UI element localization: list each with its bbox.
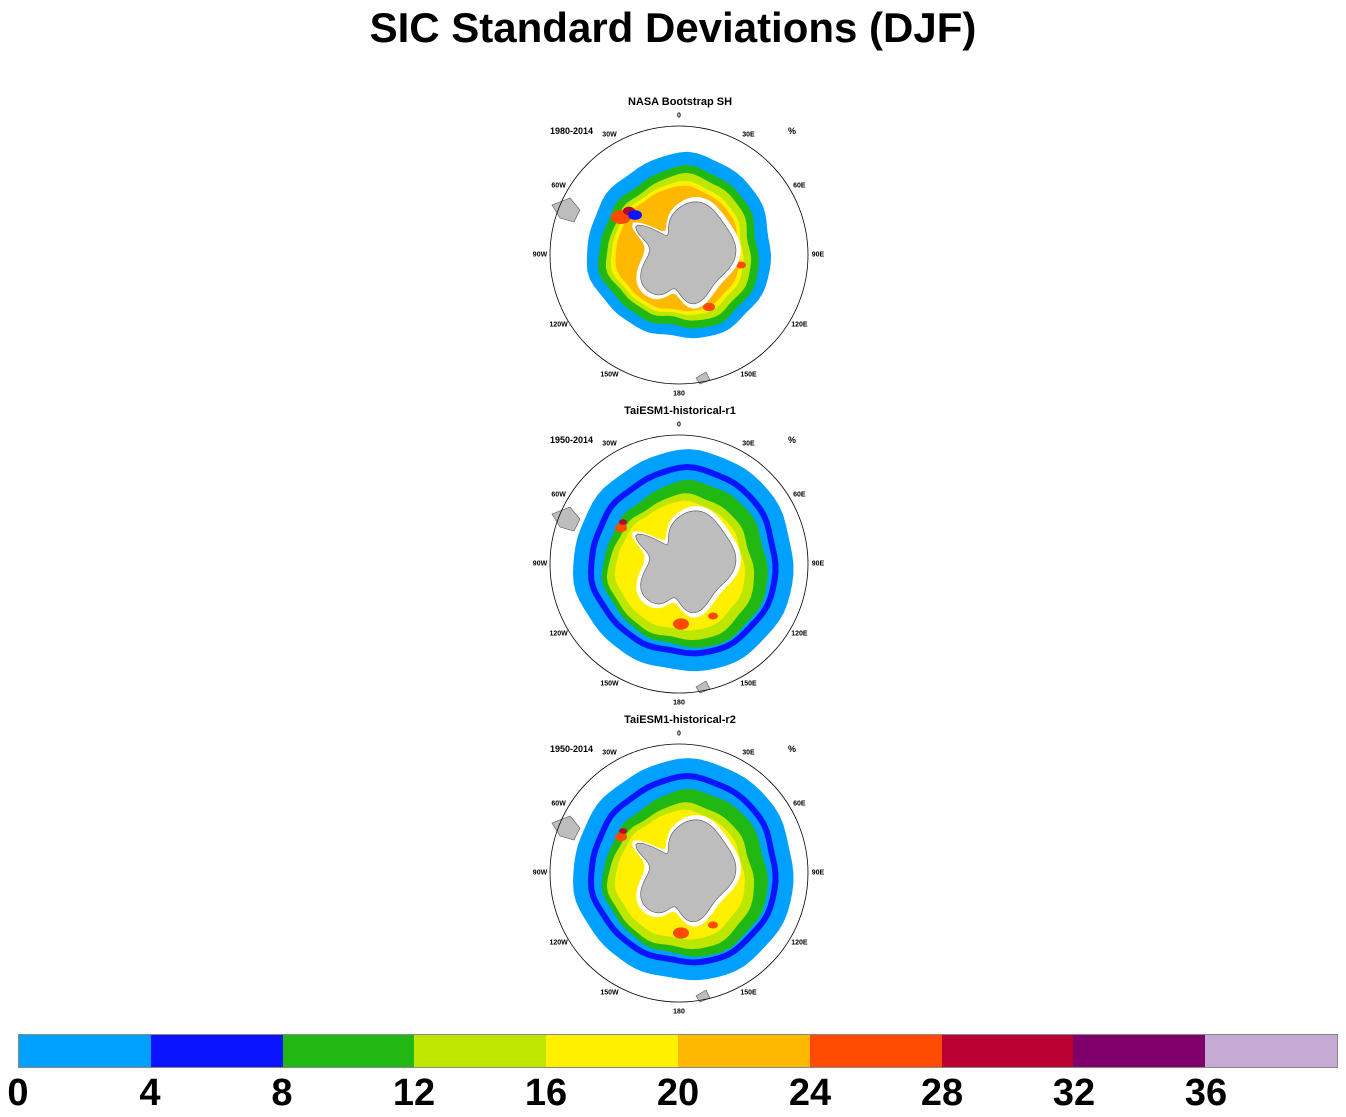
panel-unit: % xyxy=(788,126,797,136)
longitude-label: 30W xyxy=(602,749,617,757)
colorbar-box xyxy=(677,1035,810,1067)
panel-unit: % xyxy=(788,744,797,754)
longitude-label: 60E xyxy=(793,491,806,498)
colorbar-label: 36 xyxy=(1184,1072,1228,1114)
longitude-label: 180 xyxy=(673,699,685,707)
longitude-label: 150W xyxy=(600,989,619,997)
longitude-label: 90W xyxy=(532,251,548,259)
sic-hotspot xyxy=(703,302,715,312)
longitude-label: 150W xyxy=(600,371,619,379)
longitude-label: 0 xyxy=(677,421,681,429)
map-panel-nasa-bootstrap: NASA Bootstrap SH 1980-2014 % 0 30E 60E 90E… xyxy=(530,96,830,410)
panel-unit: % xyxy=(788,435,797,445)
colorbar-label: 16 xyxy=(524,1072,568,1114)
map-boundary xyxy=(549,434,809,694)
colorbar-label: 20 xyxy=(656,1072,700,1114)
colorbar-box xyxy=(150,1035,283,1067)
panel-period: 1950-2014 xyxy=(550,435,594,445)
longitude-label: 180 xyxy=(673,390,685,398)
longitude-label: 60W xyxy=(551,182,566,189)
longitude-label: 90E xyxy=(811,251,825,259)
panel-title: NASA Bootstrap SH xyxy=(627,96,733,108)
polar-map xyxy=(549,125,809,385)
longitude-label: 150E xyxy=(740,989,757,997)
longitude-label: 120E xyxy=(791,321,808,328)
longitude-label: 120W xyxy=(549,321,568,328)
colorbar-label: 12 xyxy=(392,1072,436,1114)
panel-title: TaiESM1-historical-r2 xyxy=(624,714,736,726)
longitude-label: 0 xyxy=(677,730,681,738)
longitude-label: 150W xyxy=(600,680,619,688)
longitude-label: 30E xyxy=(742,131,755,139)
longitude-label: 90W xyxy=(532,869,548,877)
south-america-landmass xyxy=(551,197,581,223)
map-panel-taiesm1-r1: TaiESM1-historical-r1 1950-2014 % 0 30E 60… xyxy=(530,405,830,719)
longitude-label: 30W xyxy=(602,440,617,448)
colorbar-box xyxy=(809,1035,942,1067)
sic-hotspot xyxy=(615,832,627,842)
sic-hotspot xyxy=(673,618,689,630)
colorbar-box xyxy=(282,1035,415,1067)
colorbar-box xyxy=(1205,1035,1337,1067)
colorbar-label: 28 xyxy=(920,1072,964,1114)
panel-title: TaiESM1-historical-r1 xyxy=(624,405,736,417)
colorbar-label: 32 xyxy=(1052,1072,1096,1114)
sic-hotspot xyxy=(708,921,718,929)
sic-hotspot xyxy=(708,612,718,620)
polar-map xyxy=(549,743,809,1003)
longitude-label: 90E xyxy=(811,560,825,568)
panel-period: 1950-2014 xyxy=(550,744,594,754)
longitude-label: 150E xyxy=(740,371,757,379)
colorbar-box xyxy=(19,1035,151,1067)
map-boundary xyxy=(549,125,809,385)
antarctica-landmass xyxy=(635,819,737,923)
longitude-label: 180 xyxy=(673,1008,685,1016)
sic-hotspot xyxy=(615,523,627,533)
sic-hotspot xyxy=(628,210,642,220)
polar-map xyxy=(549,434,809,694)
antarctica-landmass xyxy=(635,201,737,305)
panel-period: 1980-2014 xyxy=(550,126,594,136)
longitude-label: 120W xyxy=(549,939,568,946)
longitude-label: 120W xyxy=(549,630,568,637)
sic-hotspot xyxy=(673,927,689,939)
map-boundary xyxy=(549,743,809,1003)
sic-hotspot xyxy=(736,261,746,269)
colorbar-box xyxy=(414,1035,547,1067)
longitude-label: 30E xyxy=(742,749,755,757)
colorbar-box xyxy=(546,1035,678,1067)
longitude-label: 60E xyxy=(793,800,806,807)
longitude-label: 60E xyxy=(793,182,806,189)
page-title: SIC Standard Deviations (DJF) xyxy=(369,4,977,51)
colorbar-box xyxy=(1073,1035,1206,1067)
map-panel-taiesm1-r2: TaiESM1-historical-r2 1950-2014 % 0 30E 60… xyxy=(530,714,830,1028)
sic-hotspot xyxy=(619,828,627,834)
longitude-label: 150E xyxy=(740,680,757,688)
longitude-label: 0 xyxy=(677,112,681,120)
colorbar-label: 8 xyxy=(271,1072,293,1114)
colorbar-box xyxy=(941,1035,1074,1067)
longitude-label: 30W xyxy=(602,131,617,139)
longitude-label: 120E xyxy=(791,630,808,637)
longitude-label: 60W xyxy=(551,800,566,807)
colorbar-label: 24 xyxy=(788,1072,832,1114)
colorbar-label: 0 xyxy=(7,1072,29,1114)
sic-hotspot xyxy=(619,519,627,525)
longitude-label: 30E xyxy=(742,440,755,448)
longitude-label: 90E xyxy=(811,869,825,877)
longitude-label: 60W xyxy=(551,491,566,498)
south-america-landmass xyxy=(551,506,581,532)
longitude-label: 90W xyxy=(532,560,548,568)
colorbar-label: 4 xyxy=(139,1072,161,1114)
longitude-label: 120E xyxy=(791,939,808,946)
colorbar xyxy=(18,1034,1338,1068)
antarctica-landmass xyxy=(635,510,737,614)
south-america-landmass xyxy=(551,815,581,841)
